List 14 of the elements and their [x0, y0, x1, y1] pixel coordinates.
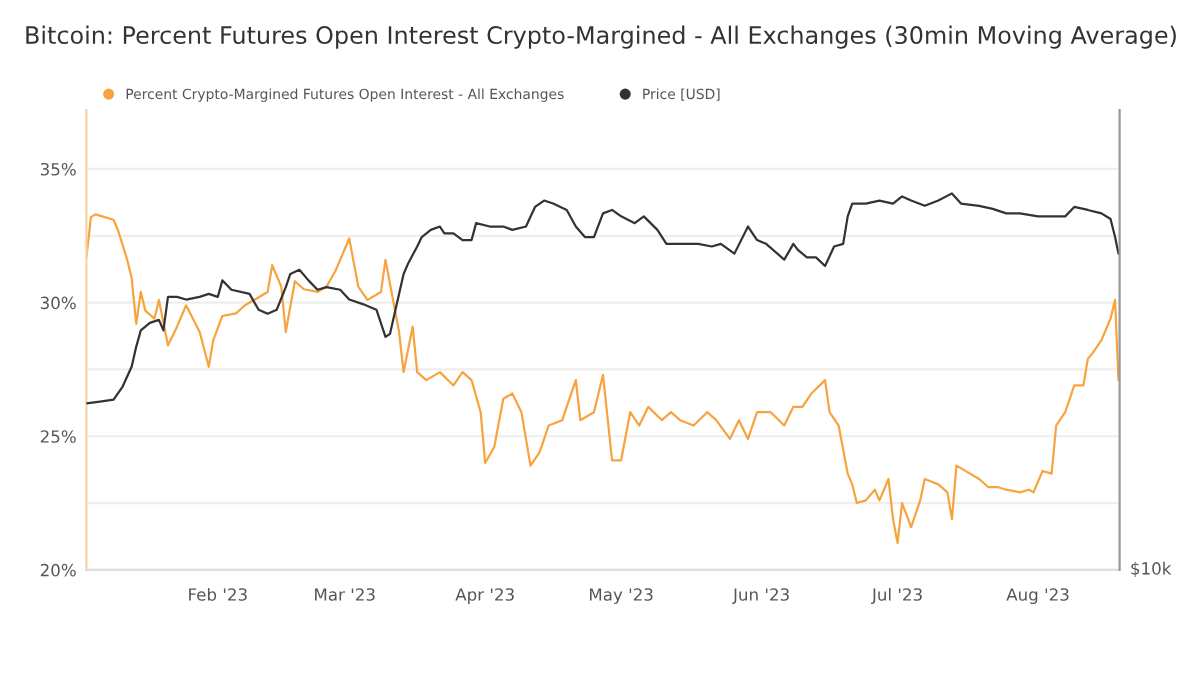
line-series — [86, 213, 1120, 545]
x-tick-label: Jul '23 — [871, 587, 922, 604]
text: $10k — [1131, 561, 1172, 577]
x-tick-label: Aug '23 — [1006, 588, 1069, 605]
x-tick-label: May '23 — [589, 588, 653, 605]
y-tick-label: 30% — [40, 296, 76, 310]
chart-title: Bitcoin: Percent Futures Open Interest Crypto-Margined - All Exchanges (30min Moving Average) — [26, 25, 1176, 49]
x-tick-label: Mar '23 — [315, 588, 375, 601]
x-tick-label: Jun '23 — [732, 588, 789, 604]
y-tick-label: 20% — [40, 563, 76, 577]
x-tick-label: Feb '23 — [189, 587, 247, 601]
y-tick-label: 25% — [40, 430, 76, 443]
y-tick-label: 35% — [40, 162, 76, 176]
x-tick-label: Apr '23 — [455, 588, 514, 605]
